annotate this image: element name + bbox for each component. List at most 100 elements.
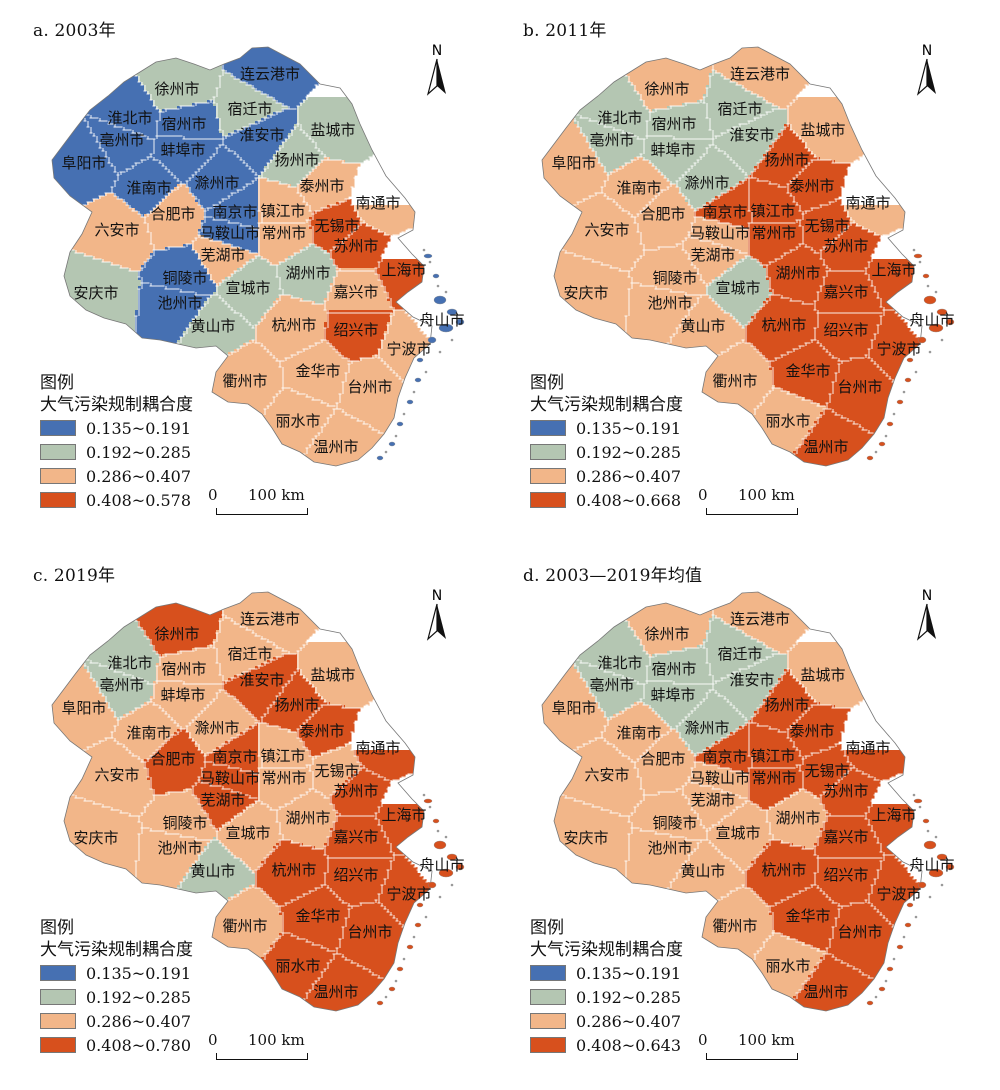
legend-range: 0.192~0.285 bbox=[576, 987, 682, 1007]
city-label: 黄山市 bbox=[190, 317, 235, 335]
city-label: 温州市 bbox=[803, 438, 848, 456]
legend-range: 0.135~0.191 bbox=[576, 963, 682, 983]
city-label: 扬州市 bbox=[764, 696, 809, 714]
city-label: 宿州市 bbox=[161, 115, 206, 133]
legend-item: 0.408~0.668 bbox=[530, 488, 683, 512]
city-label: 衢州市 bbox=[712, 372, 757, 390]
north-label: N bbox=[432, 588, 442, 604]
legend-swatch bbox=[530, 492, 566, 508]
city-label: 杭州市 bbox=[271, 316, 316, 334]
city-label: 苏州市 bbox=[823, 237, 868, 255]
map-legend: 图例 大气污染规制耦合度 0.135~0.191 0.192~0.285 0.286~0… bbox=[40, 372, 193, 512]
legend-swatch bbox=[40, 492, 76, 508]
city-label: 池州市 bbox=[157, 839, 202, 857]
city-label: 台州市 bbox=[837, 923, 882, 941]
map-legend: 图例 大气污染规制耦合度 0.135~0.191 0.192~0.285 0.286~0… bbox=[530, 372, 683, 512]
city-label: 淮北市 bbox=[107, 109, 152, 127]
legend-range: 0.192~0.285 bbox=[86, 442, 192, 462]
city-label: 镇江市 bbox=[260, 202, 305, 220]
city-label: 上海市 bbox=[381, 261, 426, 279]
city-label: 南京市 bbox=[212, 748, 257, 766]
city-label: 宿州市 bbox=[651, 115, 696, 133]
scale-label: 100 km bbox=[738, 1031, 795, 1049]
north-arrow-icon: N bbox=[420, 42, 454, 100]
city-label: 宣城市 bbox=[715, 824, 760, 842]
city-label: 黄山市 bbox=[190, 862, 235, 880]
city-label: 镇江市 bbox=[750, 747, 795, 765]
legend-swatch bbox=[40, 420, 76, 436]
legend-item: 0.135~0.191 bbox=[40, 961, 193, 985]
legend-range: 0.408~0.668 bbox=[576, 490, 682, 510]
legend-swatch bbox=[40, 1037, 76, 1053]
legend-item: 0.286~0.407 bbox=[530, 464, 683, 488]
city-label: 衢州市 bbox=[222, 917, 267, 935]
city-label: 铜陵市 bbox=[162, 814, 207, 832]
city-label: 衢州市 bbox=[712, 917, 757, 935]
city-label: 连云港市 bbox=[730, 65, 790, 83]
legend-item: 0.135~0.191 bbox=[530, 961, 683, 985]
city-label: 台州市 bbox=[347, 378, 392, 396]
city-label: 南通市 bbox=[845, 194, 890, 212]
city-label: 宣城市 bbox=[225, 279, 270, 297]
legend-item: 0.408~0.578 bbox=[40, 488, 193, 512]
city-label: 宿迁市 bbox=[227, 100, 272, 118]
city-label: 铜陵市 bbox=[652, 269, 697, 287]
city-label: 金华市 bbox=[785, 362, 830, 380]
legend-subtitle: 大气污染规制耦合度 bbox=[530, 395, 683, 415]
city-label: 温州市 bbox=[803, 983, 848, 1001]
panel-title: b. 2011年 bbox=[523, 21, 607, 41]
city-label: 丽水市 bbox=[765, 412, 810, 430]
legend-swatch bbox=[40, 1013, 76, 1029]
legend-item: 0.408~0.780 bbox=[40, 1033, 193, 1057]
scale-bar: 0 100 km bbox=[698, 1031, 838, 1061]
legend-title: 图例 bbox=[40, 918, 74, 938]
legend-item: 0.408~0.643 bbox=[530, 1033, 683, 1057]
legend-title: 图例 bbox=[40, 373, 74, 393]
scale-bar: 0 100 km bbox=[208, 486, 348, 516]
city-label: 南通市 bbox=[355, 194, 400, 212]
city-label: 池州市 bbox=[157, 294, 202, 312]
city-label: 徐州市 bbox=[644, 80, 689, 98]
legend-subtitle: 大气污染规制耦合度 bbox=[40, 940, 193, 960]
city-label: 宿州市 bbox=[651, 660, 696, 678]
map-panel-b: 连云港市 徐州市 宿迁市 淮北市 宿州市 盐城市 亳州市 淮安市 蚌埠市 阜阳市 扬州市 淮南市 滁州市… bbox=[490, 0, 990, 545]
legend-range: 0.286~0.407 bbox=[86, 466, 192, 486]
city-label: 芜湖市 bbox=[690, 246, 735, 264]
city-label: 舟山市 bbox=[419, 856, 464, 874]
scale-bar-line bbox=[706, 508, 798, 515]
legend-item: 0.192~0.285 bbox=[40, 985, 193, 1009]
north-label: N bbox=[432, 43, 442, 59]
city-label: 连云港市 bbox=[240, 610, 300, 628]
city-label: 丽水市 bbox=[275, 412, 320, 430]
city-label: 杭州市 bbox=[761, 861, 806, 879]
north-label: N bbox=[922, 588, 932, 604]
city-label: 连云港市 bbox=[730, 610, 790, 628]
scale-zero: 0 bbox=[698, 1031, 708, 1049]
city-label: 宁波市 bbox=[386, 340, 431, 358]
north-arrow-icon: N bbox=[420, 587, 454, 645]
city-label: 宿迁市 bbox=[227, 645, 272, 663]
city-label: 无锡市 bbox=[804, 762, 849, 780]
city-label: 舟山市 bbox=[419, 311, 464, 329]
city-label: 阜阳市 bbox=[551, 699, 596, 717]
city-label: 温州市 bbox=[313, 983, 358, 1001]
city-label: 淮安市 bbox=[239, 126, 284, 144]
city-label: 合肥市 bbox=[150, 750, 195, 768]
legend-title: 图例 bbox=[530, 918, 564, 938]
city-label: 安庆市 bbox=[73, 284, 118, 302]
legend-swatch bbox=[530, 1037, 566, 1053]
city-label: 常州市 bbox=[751, 769, 796, 787]
city-label: 池州市 bbox=[647, 294, 692, 312]
city-label: 宁波市 bbox=[876, 885, 921, 903]
city-label: 镇江市 bbox=[260, 747, 305, 765]
legend-swatch bbox=[40, 444, 76, 460]
city-label: 徐州市 bbox=[154, 625, 199, 643]
city-label: 盐城市 bbox=[800, 121, 845, 139]
map-panel-a: 连云港市 徐州市 宿迁市 淮北市 宿州市 盐城市 亳州市 淮安市 蚌埠市 阜阳市 扬州市 淮南市 滁州市… bbox=[0, 0, 500, 545]
city-label: 合肥市 bbox=[150, 205, 195, 223]
city-label: 淮南市 bbox=[126, 724, 171, 742]
city-label: 杭州市 bbox=[271, 861, 316, 879]
legend-item: 0.192~0.285 bbox=[530, 440, 683, 464]
scale-label: 100 km bbox=[248, 486, 305, 504]
